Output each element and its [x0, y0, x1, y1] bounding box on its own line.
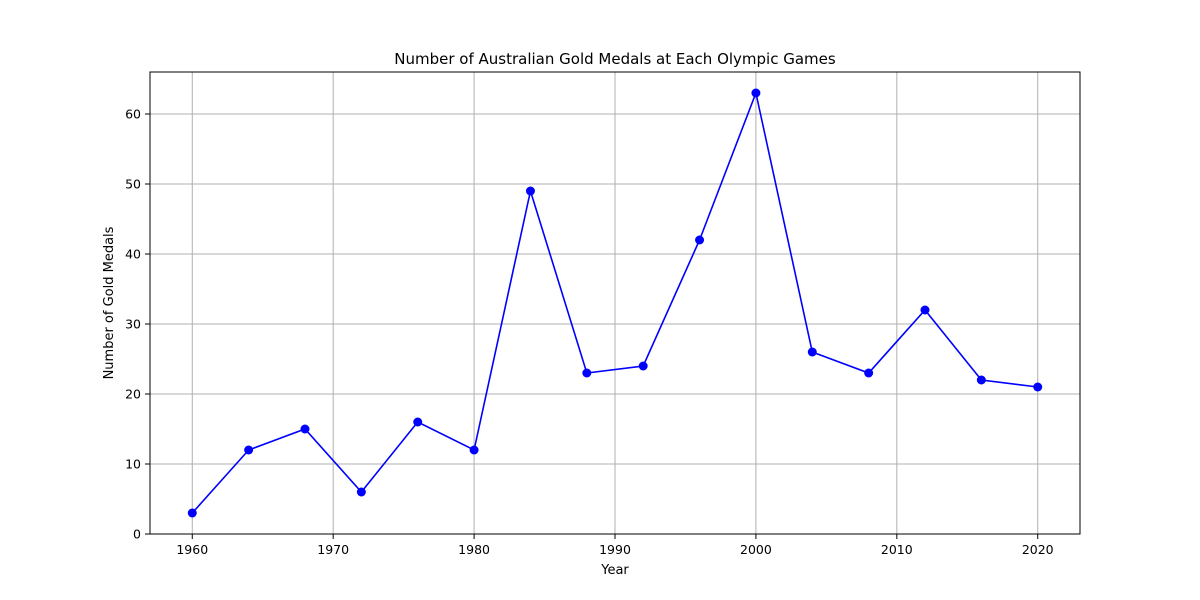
data-point: [356, 487, 366, 497]
y-tick-label: 40: [125, 247, 141, 262]
x-axis-label: Year: [600, 563, 629, 578]
y-tick-label: 60: [125, 107, 141, 122]
grid-lines: [150, 72, 1080, 535]
x-tick-label: 2010: [881, 542, 913, 557]
x-tick-label: 2020: [1022, 542, 1054, 557]
data-point: [864, 368, 874, 378]
y-axis-label: Number of Gold Medals: [102, 226, 117, 379]
chart-title: Number of Australian Gold Medals at Each…: [394, 50, 836, 68]
y-tick-label: 20: [125, 387, 141, 402]
data-point: [187, 508, 197, 518]
x-tick-label: 1980: [458, 542, 490, 557]
x-tick-label: 1960: [176, 542, 208, 557]
x-axis: 1960 1970 1980 1990 2000 2010 2020: [176, 534, 1054, 557]
y-tick-label: 0: [133, 527, 141, 542]
data-point: [244, 445, 254, 455]
data-point: [413, 417, 423, 427]
series-group: [187, 88, 1043, 518]
data-point: [920, 305, 930, 315]
data-point: [695, 235, 705, 245]
y-tick-label: 50: [125, 177, 141, 192]
series-line: [191, 90, 1038, 514]
x-tick-label: 1990: [599, 542, 631, 557]
y-tick-label: 30: [125, 317, 141, 332]
data-point: [976, 375, 986, 385]
y-tick-label: 10: [125, 457, 141, 472]
x-tick-label: 1970: [317, 542, 349, 557]
data-point: [1033, 382, 1043, 392]
data-point: [469, 445, 479, 455]
data-point: [300, 424, 310, 434]
data-point: [807, 347, 817, 357]
y-axis: 0 10 20 30 40 50 60: [125, 107, 150, 542]
data-point: [638, 361, 648, 371]
x-tick-label: 2000: [740, 542, 772, 557]
data-point: [751, 88, 761, 98]
data-point: [525, 186, 535, 196]
data-point: [582, 368, 592, 378]
